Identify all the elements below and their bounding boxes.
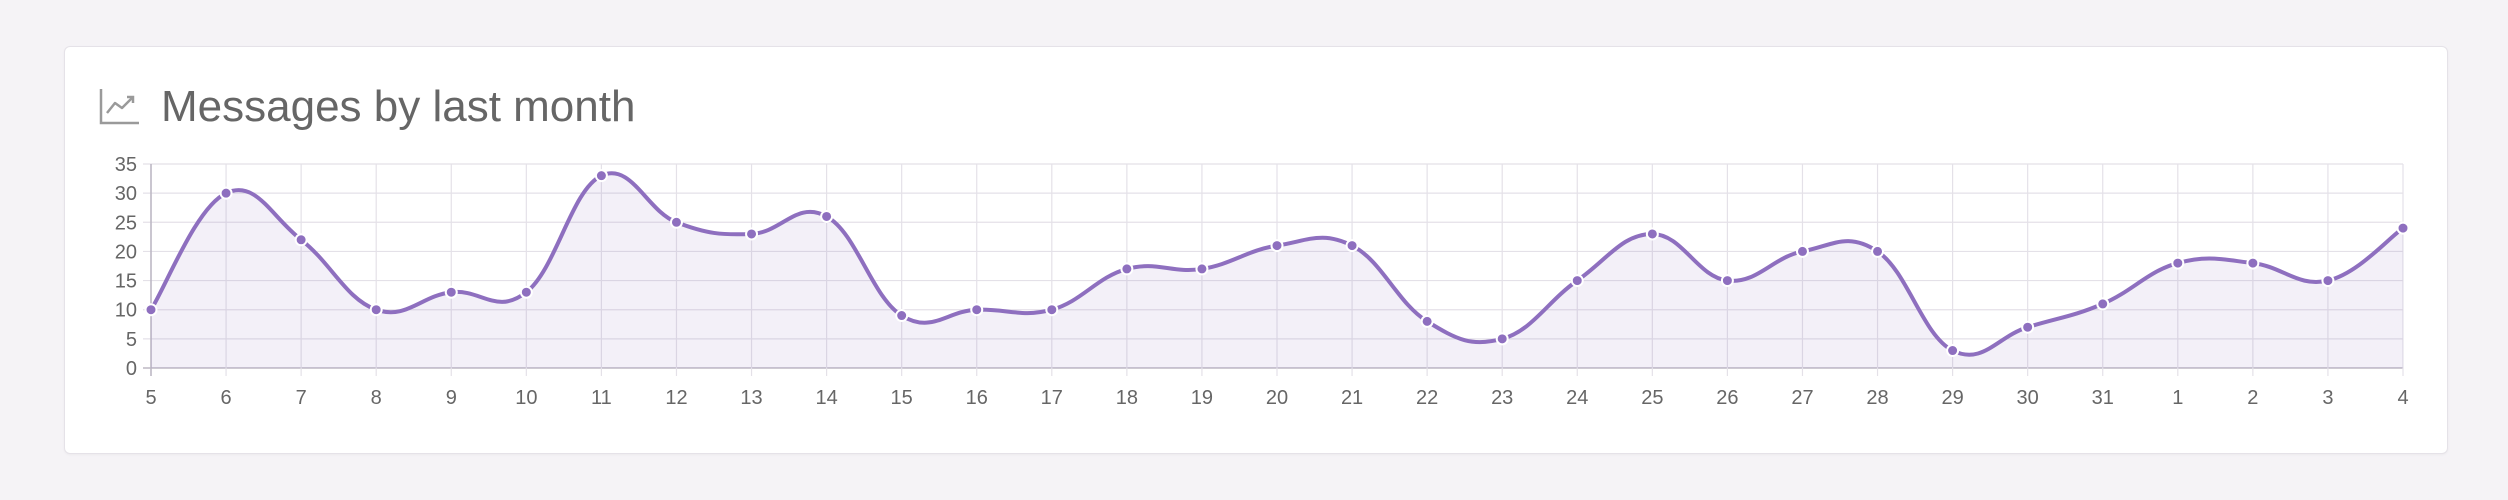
data-point [970,303,984,317]
data-point [2396,221,2410,235]
data-point [1570,274,1584,288]
x-tick-label: 3 [2322,387,2333,409]
card-title: Messages by last month [161,82,636,131]
x-tick-label: 16 [966,387,988,409]
x-tick-label: 30 [2017,387,2039,409]
x-tick-label: 25 [1641,387,1663,409]
x-tick-label: 19 [1191,387,1213,409]
data-point [1720,274,1734,288]
x-tick-label: 28 [1866,387,1888,409]
x-tick-label: 21 [1341,387,1363,409]
x-tick-label: 5 [145,387,156,409]
data-point [1645,227,1659,241]
data-point [895,309,909,323]
data-point [1270,239,1284,253]
y-tick-label: 35 [115,154,137,176]
data-point [1495,332,1509,346]
x-tick-label: 24 [1566,387,1588,409]
data-point [519,285,533,299]
x-tick-label: 31 [2092,387,2114,409]
data-point [144,303,158,317]
y-tick-label: 20 [115,241,137,263]
x-tick-label: 4 [2397,387,2408,409]
data-point [2246,256,2260,270]
x-tick-label: 11 [591,387,612,409]
x-tick-label: 7 [296,387,307,409]
x-tick-label: 18 [1116,387,1138,409]
data-point [2021,320,2035,334]
data-point [2321,274,2335,288]
data-point [1871,244,1885,258]
x-tick-label: 10 [515,387,537,409]
x-tick-label: 13 [740,387,762,409]
y-tick-label: 0 [126,358,137,380]
data-point [294,233,308,247]
y-tick-label: 15 [115,271,137,293]
data-point [1045,303,1059,317]
data-point [219,186,233,200]
x-tick-label: 26 [1716,387,1738,409]
x-tick-label: 27 [1791,387,1813,409]
data-point [1345,239,1359,253]
x-tick-label: 23 [1491,387,1513,409]
x-tick-label: 6 [221,387,232,409]
data-point [594,169,608,183]
x-tick-label: 8 [371,387,382,409]
x-tick-label: 9 [446,387,457,409]
x-tick-label: 29 [1941,387,1963,409]
data-point [1195,262,1209,276]
y-tick-label: 5 [126,329,137,351]
x-tick-label: 17 [1041,387,1063,409]
data-point [369,303,383,317]
data-point [444,285,458,299]
x-tick-label: 20 [1266,387,1288,409]
x-tick-label: 2 [2247,387,2258,409]
x-tick-label: 12 [665,387,687,409]
y-tick-label: 25 [115,212,137,234]
series-line [149,171,2405,357]
data-point [1795,244,1809,258]
card-header: Messages by last month [97,77,635,137]
x-tick-label: 15 [891,387,913,409]
data-point [2171,256,2185,270]
series-area [151,173,2403,368]
data-point [820,209,834,223]
x-tick-label: 14 [815,387,837,409]
line-chart-icon [97,85,141,129]
y-tick-label: 30 [115,183,137,205]
x-tick-label: 22 [1416,387,1438,409]
data-point [1120,262,1134,276]
data-point [669,215,683,229]
x-tick-label: 1 [2172,387,2183,409]
data-point [2096,297,2110,311]
messages-chart-card: Messages by last month 0 5 10 15 20 25 30 35 5 6 7… [64,46,2448,454]
y-tick-label: 10 [115,300,137,322]
data-point [745,227,759,241]
data-point [1420,314,1434,328]
data-point [1946,344,1960,358]
